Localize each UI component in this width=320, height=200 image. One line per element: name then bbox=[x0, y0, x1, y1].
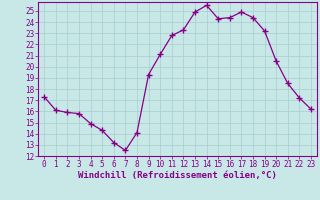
X-axis label: Windchill (Refroidissement éolien,°C): Windchill (Refroidissement éolien,°C) bbox=[78, 171, 277, 180]
